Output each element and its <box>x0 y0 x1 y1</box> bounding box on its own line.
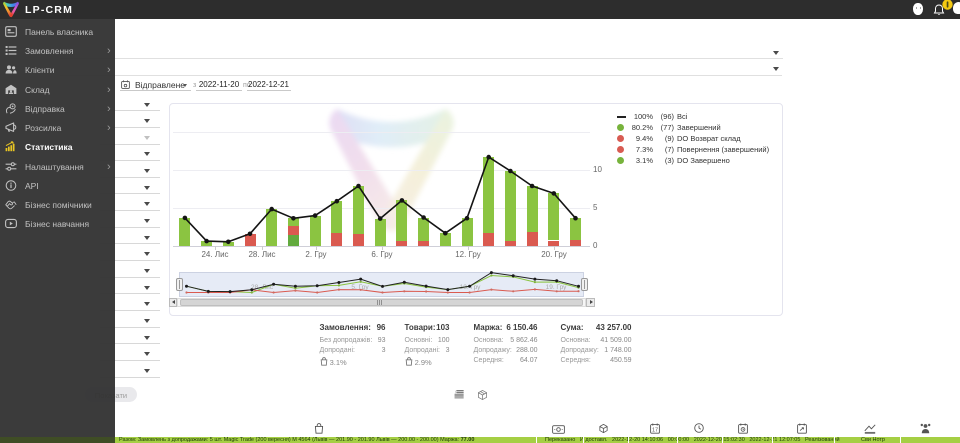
svg-text:17: 17 <box>652 428 658 434</box>
